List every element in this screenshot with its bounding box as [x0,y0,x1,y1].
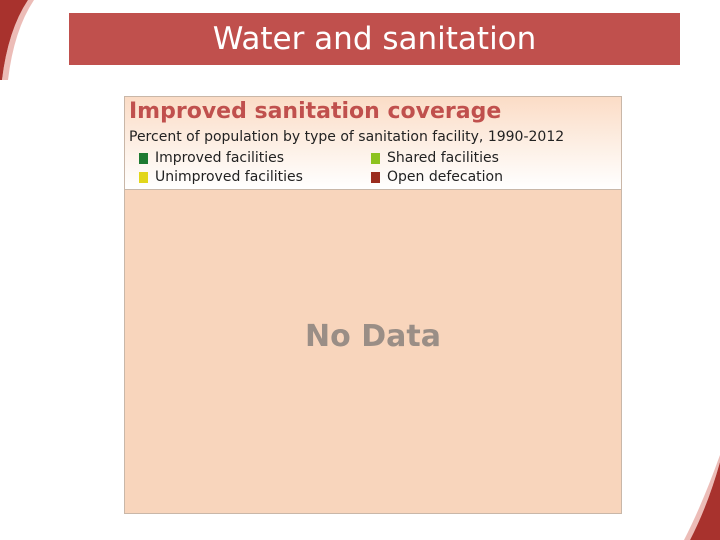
no-data-label: No Data [305,319,441,354]
slide-title: Water and sanitation [212,21,537,57]
chart-panel: Improved sanitation coverage Percent of … [124,96,622,514]
slide-title-bar: Water and sanitation [69,13,680,65]
legend-swatch-unimproved [139,171,148,183]
legend-label-open-defecation: Open defecation [387,169,503,185]
legend-label-unimproved: Unimproved facilities [155,169,303,185]
legend-swatch-open-defecation [371,171,380,183]
legend-item-open-defecation: Open defecation [371,169,503,185]
legend-item-unimproved: Unimproved facilities [139,169,303,185]
bottom-right-swoosh [690,462,720,540]
chart-subtitle: Percent of population by type of sanitat… [129,129,565,145]
chart-header: Improved sanitation coverage Percent of … [125,97,621,190]
legend-swatch-improved [139,152,148,164]
chart-title: Improved sanitation coverage [129,99,502,124]
top-left-swoosh [0,0,28,80]
legend-label-improved: Improved facilities [155,150,285,166]
top-left-swoosh-highlight [2,0,34,80]
legend-swatch-shared [371,152,380,164]
legend-item-improved: Improved facilities [139,150,284,166]
legend-item-shared: Shared facilities [371,150,499,166]
legend-label-shared: Shared facilities [387,150,499,166]
